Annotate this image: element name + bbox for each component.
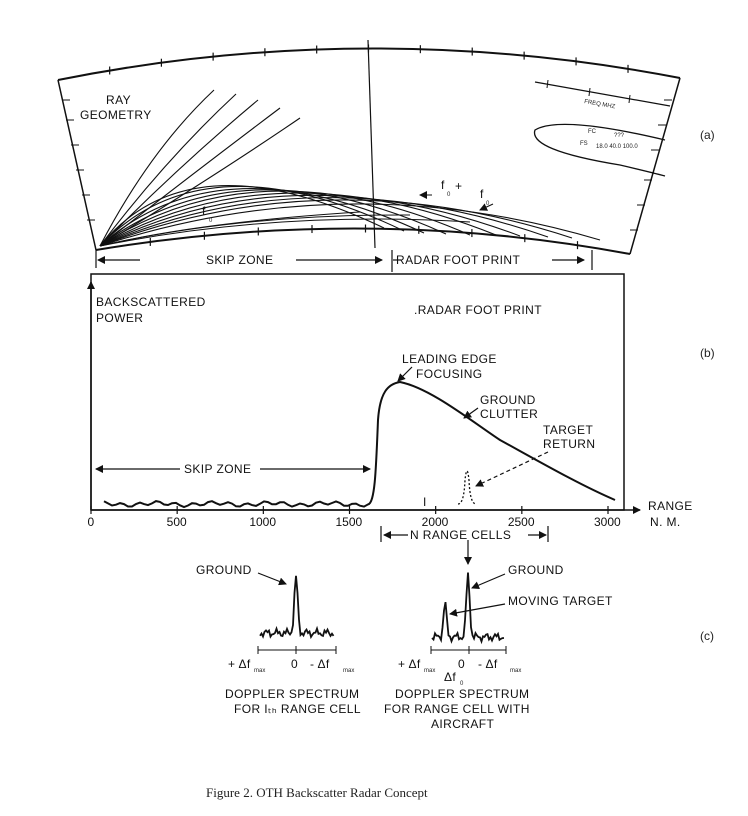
- ground-clutter-line1: GROUND: [480, 393, 536, 407]
- svg-text:18.0 40.0 100.0: 18.0 40.0 100.0: [596, 144, 638, 150]
- range-ticks: 0 500 1000 1500 2000 2500 3000: [88, 506, 621, 529]
- svg-text:FC: FC: [588, 129, 597, 135]
- returning-ray: [99, 190, 471, 247]
- backscatter-power-curve: [103, 380, 616, 509]
- panel-label-a: (a): [700, 128, 715, 142]
- range-tick-label: 0: [88, 515, 95, 529]
- right-doppler-spectrum: [431, 572, 505, 645]
- svg-text:Δf: Δf: [444, 670, 456, 684]
- figure-caption: Figure 2. OTH Backscatter Radar Concept: [206, 785, 428, 800]
- svg-text:???: ???: [614, 133, 625, 139]
- svg-text:max: max: [254, 668, 265, 674]
- f0-label: f: [202, 204, 206, 218]
- a-radar-foot-print-label: RADAR FOOT PRINT: [396, 253, 520, 267]
- target-return-line1: TARGET: [543, 423, 593, 437]
- svg-text:max: max: [343, 668, 354, 674]
- panel-label-c: (c): [700, 629, 714, 643]
- range-tick-label: 1000: [249, 515, 276, 529]
- earth-surface-arc: [95, 227, 631, 255]
- left-caption-line1: DOPPLER SPECTRUM: [225, 687, 359, 701]
- right-caption-line2: FOR RANGE CELL WITH: [384, 702, 530, 716]
- escaping-ray: [99, 117, 301, 247]
- low-angle-ray: [99, 218, 471, 247]
- svg-text:0: 0: [291, 657, 298, 671]
- range-tick-label: 2500: [508, 515, 535, 529]
- right-caption-line1: DOPPLER SPECTRUM: [395, 687, 529, 701]
- low-angle-ray: [99, 214, 411, 247]
- target-return-line2: RETURN: [543, 437, 595, 451]
- left-height-axis: [57, 79, 97, 251]
- right-height-axis: [629, 77, 681, 255]
- svg-text:0: 0: [447, 192, 451, 198]
- panel-b-backscatter: 0 500 1000 1500 2000 2500 3000 BACKSCATTERED P…: [87, 273, 715, 565]
- n-range-cells-label: N RANGE CELLS: [410, 528, 511, 542]
- returning-ray: [99, 197, 549, 247]
- ray-title-line1: RAY: [106, 93, 131, 107]
- leading-edge-line2: FOCUSING: [416, 367, 483, 381]
- escaping-ray: [99, 99, 259, 247]
- right-axis-ticks: [630, 99, 672, 231]
- returning-ray: [99, 188, 425, 247]
- leading-edge-line1: LEADING EDGE: [402, 352, 497, 366]
- plus-label: +: [455, 179, 462, 193]
- f0-sub: 0: [209, 218, 213, 224]
- ray-paths: [99, 89, 601, 247]
- returning-ray: [99, 199, 573, 247]
- f0-low-label: f: [441, 178, 445, 192]
- returning-ray: [99, 185, 405, 247]
- range-label-line2: N. M.: [650, 515, 681, 529]
- svg-text:0: 0: [458, 657, 465, 671]
- b-skip-zone-label: SKIP ZONE: [184, 462, 251, 476]
- escaping-ray: [99, 93, 237, 247]
- b-radar-foot-print: .RADAR FOOT PRINT: [414, 303, 542, 317]
- svg-text:max: max: [510, 668, 521, 674]
- upper-arc-ticks: [109, 44, 629, 75]
- returning-ray: [99, 203, 601, 247]
- right-caption-line3: AIRCRAFT: [431, 717, 494, 731]
- range-tick-label: 1500: [336, 515, 363, 529]
- svg-text:FS: FS: [580, 141, 588, 147]
- range-label-line1: RANGE: [648, 499, 693, 513]
- left-caption-line2: FOR Iₜₕ RANGE CELL: [234, 702, 361, 716]
- returning-ray: [99, 185, 385, 247]
- returning-ray: [99, 192, 497, 247]
- ylabel-line1: BACKSCATTERED: [96, 295, 206, 309]
- left-ground-label: GROUND: [196, 563, 252, 577]
- panel-b-frame: [90, 273, 625, 511]
- svg-text:- Δf: - Δf: [310, 657, 330, 671]
- right-ground-label: GROUND: [508, 563, 564, 577]
- svg-text:- Δf: - Δf: [478, 657, 498, 671]
- frequency-inset: FREQ MHZ FC ??? FS 18.0 40.0 100.0: [533, 79, 671, 177]
- left-doppler-spectrum: [259, 575, 335, 640]
- panel-label-b: (b): [700, 346, 715, 360]
- range-tick-label: 3000: [594, 515, 621, 529]
- panel-a-ray-geometry: FREQ MHZ FC ??? FS 18.0 40.0 100.0 RAY G…: [57, 39, 715, 272]
- range-tick-label: 500: [167, 515, 187, 529]
- returning-ray: [99, 189, 447, 247]
- ray-title-line2: GEOMETRY: [80, 108, 152, 122]
- returning-ray: [99, 194, 521, 247]
- target-return-peak: [457, 470, 477, 505]
- svg-text:0: 0: [460, 681, 464, 687]
- escaping-ray: [99, 89, 215, 247]
- a-skip-zone-label: SKIP ZONE: [206, 253, 273, 267]
- left-axis-ticks: [62, 99, 95, 221]
- panel-c-doppler: (c) GROUND + Δf max 0 - Δf max DOPPLER S…: [196, 563, 714, 731]
- range-cell-marker: I: [423, 495, 427, 509]
- ylabel-line2: POWER: [96, 311, 143, 325]
- central-axis: [367, 39, 376, 249]
- f0-plus-label: f: [480, 187, 484, 201]
- lower-arc-ticks: [149, 224, 579, 250]
- svg-text:max: max: [424, 668, 435, 674]
- svg-text:+ Δf: + Δf: [398, 657, 421, 671]
- moving-target-label: MOVING TARGET: [508, 594, 613, 608]
- svg-text:+ Δf: + Δf: [228, 657, 251, 671]
- range-tick-label: 2000: [422, 515, 449, 529]
- freq-label: FREQ MHZ: [584, 99, 616, 110]
- ground-clutter-line2: CLUTTER: [480, 407, 538, 421]
